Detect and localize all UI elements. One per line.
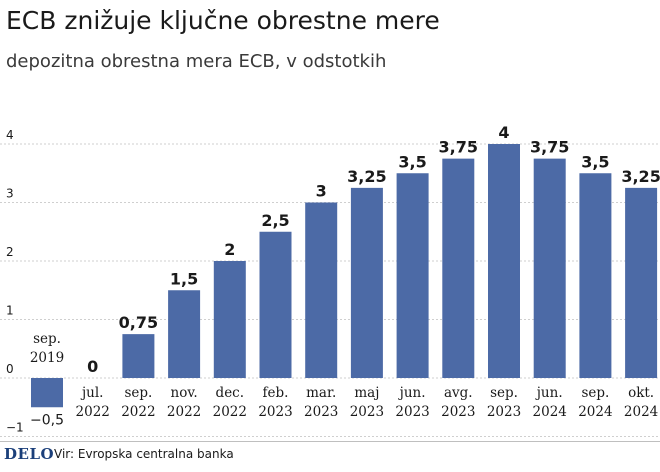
value-label: 2,5 bbox=[261, 211, 289, 230]
category-label: okt. 2024 bbox=[624, 385, 658, 420]
y-tick-label: 1 bbox=[6, 304, 14, 318]
y-tick-label: 0 bbox=[6, 362, 14, 376]
category-label: nov. 2022 bbox=[167, 385, 201, 420]
value-label: 0,75 bbox=[119, 313, 158, 332]
category-label: sep. 2023 bbox=[487, 385, 521, 420]
category-label: mar. 2023 bbox=[304, 385, 338, 420]
value-label: 3,75 bbox=[530, 138, 569, 157]
bar bbox=[31, 378, 63, 408]
bar bbox=[213, 261, 246, 378]
footer-divider bbox=[0, 441, 660, 442]
bar bbox=[488, 144, 520, 378]
category-label: sep. 2024 bbox=[578, 385, 612, 420]
bar bbox=[259, 231, 292, 378]
y-tick-label: 2 bbox=[6, 245, 14, 259]
category-label: jul. 2022 bbox=[76, 385, 110, 420]
bar bbox=[122, 334, 155, 378]
category-label: sep. 2022 bbox=[121, 385, 155, 420]
value-label: −0,5 bbox=[30, 412, 64, 428]
bar bbox=[625, 187, 658, 378]
value-label: 2 bbox=[224, 240, 235, 259]
bars bbox=[31, 144, 658, 408]
value-label: 3 bbox=[316, 182, 327, 201]
category-label: sep. 2019 bbox=[30, 331, 64, 366]
value-labels: −0,5 0 0,75 1,5 2 2,5 3 3,25 3,5 3,75 4 3,75 3,5 3,25 bbox=[30, 123, 660, 428]
bar bbox=[579, 173, 612, 378]
category-label: jun. 2024 bbox=[533, 385, 567, 420]
brand-logo: DELO bbox=[4, 445, 55, 463]
y-tick-label: 4 bbox=[6, 128, 14, 142]
bar-chart: −1 0 1 2 3 4 −0,5 0 0,75 1,5 2 2,5 3 3,25 3,5 3,75 4 3,7… bbox=[0, 123, 660, 437]
value-label: 3,5 bbox=[398, 152, 426, 171]
value-label: 0 bbox=[87, 357, 98, 376]
y-tick-label: −1 bbox=[6, 421, 24, 435]
chart-title: ECB znižuje ključne obrestne mere bbox=[6, 6, 440, 35]
category-label: feb. 2023 bbox=[258, 385, 292, 420]
bar bbox=[350, 187, 383, 378]
bar bbox=[396, 173, 429, 378]
chart-subtitle: depozitna obrestna mera ECB, v odstotkih bbox=[6, 51, 387, 72]
category-label: dec. 2022 bbox=[213, 385, 247, 420]
value-label: 3,25 bbox=[621, 167, 660, 186]
value-label: 4 bbox=[498, 123, 509, 142]
bar bbox=[442, 158, 475, 378]
value-label: 3,25 bbox=[347, 167, 386, 186]
value-label: 3,5 bbox=[581, 152, 609, 171]
bar bbox=[305, 202, 338, 378]
y-axis-ticks: −1 0 1 2 3 4 bbox=[6, 128, 24, 435]
category-label: maj 2023 bbox=[350, 385, 384, 420]
bar bbox=[168, 290, 201, 378]
y-tick-label: 3 bbox=[6, 187, 14, 201]
category-labels: sep. 2019 jul. 2022 sep. 2022 nov. 2022 dec. 2022… bbox=[30, 331, 658, 420]
category-label: jun. 2023 bbox=[395, 385, 429, 420]
source-note: Vir: Evropska centralna banka bbox=[54, 447, 234, 461]
value-label: 1,5 bbox=[170, 269, 198, 288]
category-label: avg. 2023 bbox=[441, 385, 475, 420]
value-label: 3,75 bbox=[439, 138, 478, 157]
bar bbox=[533, 158, 566, 378]
